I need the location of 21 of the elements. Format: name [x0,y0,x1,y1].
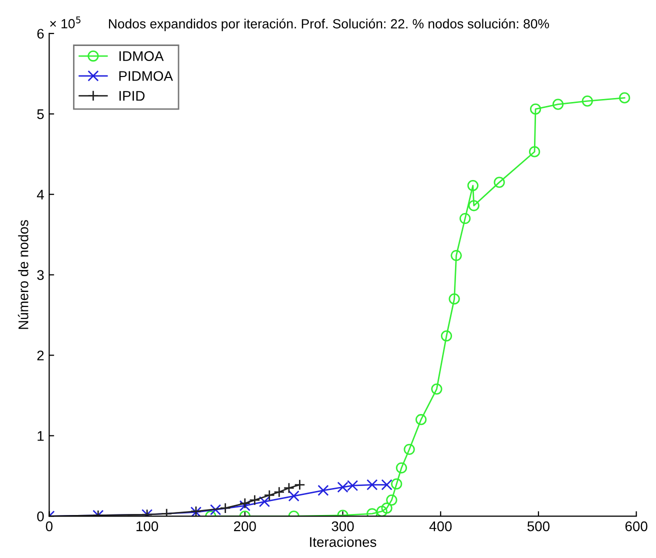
x-tick-label: 300 [332,521,354,532]
legend-label: PIDMOA [119,71,173,81]
x-tick-label: 400 [429,521,452,532]
x-axis-title: Iteraciones [310,536,376,547]
x-tick-label: 200 [234,521,256,532]
y-tick-label: 3 [37,270,44,280]
chart-title: Nodos expandidos por iteración. Prof. Solución: 22. % nodos solución: 80% [108,18,549,32]
y-axis-title: Número de nodos [18,220,28,329]
x-tick-label: 600 [625,521,648,532]
legend-label: IPID [119,91,145,101]
text: × 10$^{5}$ [50,16,80,28]
x-tick-label: 100 [136,521,158,532]
x-tick-label: 0 [46,521,53,532]
x-tick-label: 500 [527,521,550,532]
y-tick-label: 0 [37,511,44,522]
y-tick-label: 4 [36,190,44,200]
y-tick-label: 6 [37,28,44,39]
y-tick-label: 2 [37,350,44,360]
y-tick-label: 1 [38,431,44,441]
legend-label: IDMOA [119,51,164,62]
y-tick-label: 5 [37,109,44,120]
